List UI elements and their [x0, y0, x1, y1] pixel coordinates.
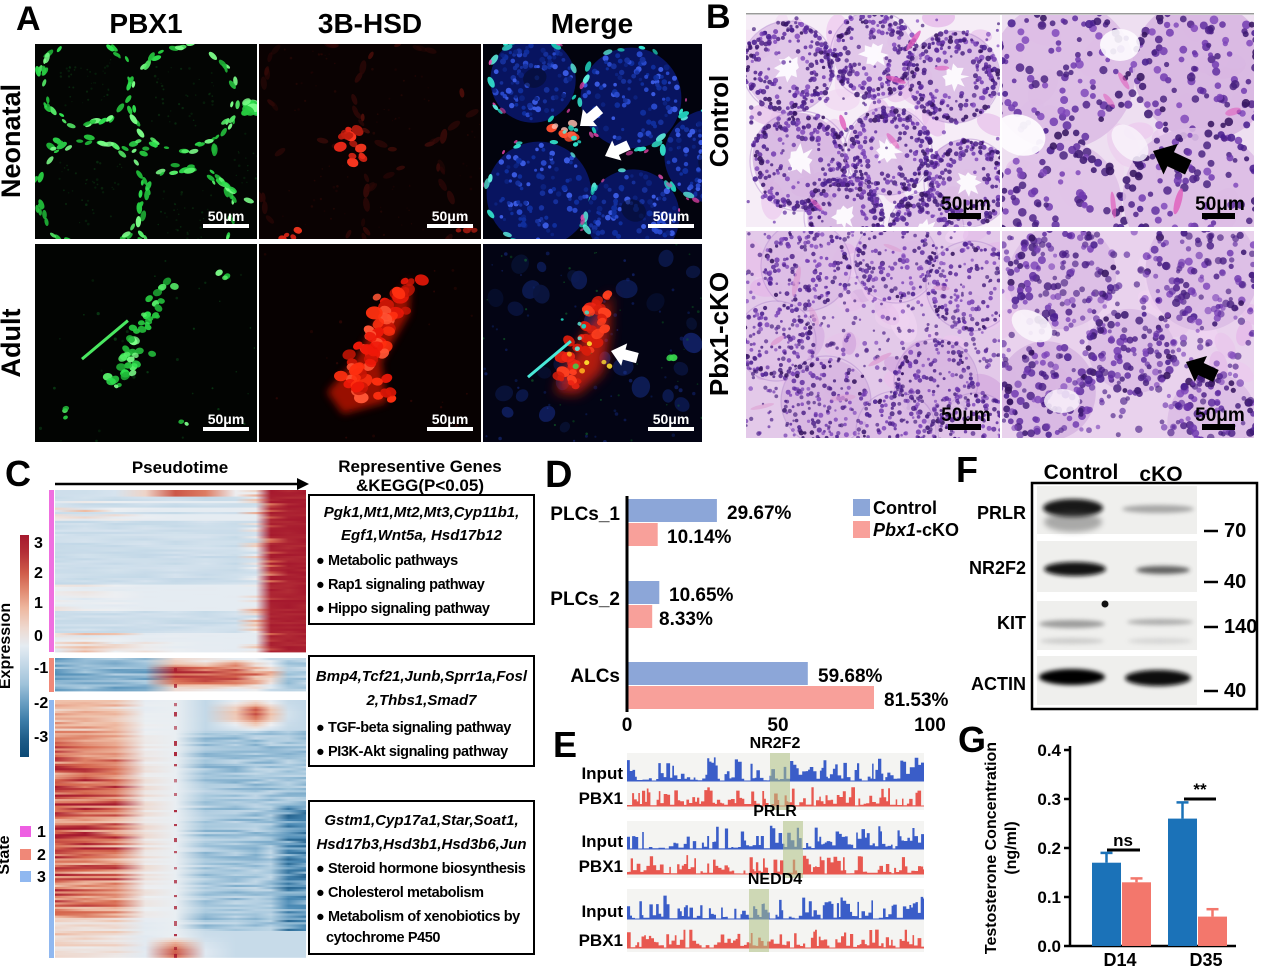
svg-text:50μm: 50μm — [208, 208, 245, 224]
svg-text:50μm: 50μm — [432, 411, 469, 427]
svg-text:50μm: 50μm — [432, 208, 469, 224]
svg-text:Merge: Merge — [551, 8, 633, 39]
svg-text:Control: Control — [704, 75, 734, 167]
svg-text:3B-HSD: 3B-HSD — [318, 8, 422, 39]
svg-text:50μm: 50μm — [1195, 194, 1245, 215]
svg-text:Neonatal: Neonatal — [0, 84, 26, 198]
svg-text:50μm: 50μm — [653, 208, 690, 224]
svg-text:50μm: 50μm — [941, 194, 991, 215]
svg-text:Pbx1-cKO: Pbx1-cKO — [704, 272, 734, 396]
svg-text:Adult: Adult — [0, 309, 26, 378]
svg-text:50μm: 50μm — [208, 411, 245, 427]
svg-text:B: B — [706, 0, 731, 36]
svg-text:A: A — [16, 0, 41, 38]
svg-text:PBX1: PBX1 — [109, 8, 182, 39]
svg-text:50μm: 50μm — [653, 411, 690, 427]
